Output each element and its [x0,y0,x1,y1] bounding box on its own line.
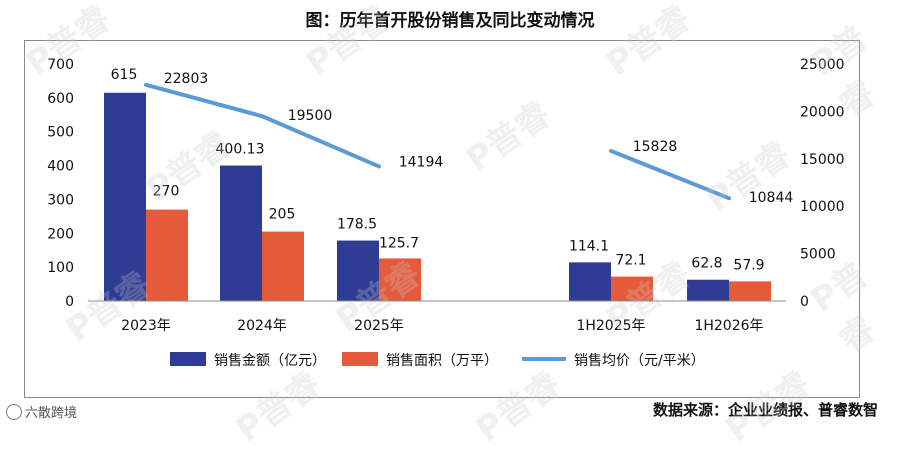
legend-label: 销售金额（亿元） [214,353,326,369]
bar-sales-amount [687,279,729,301]
plot-frame [24,40,860,398]
data-label-sales-area: 270 [153,184,180,200]
y-right-tick-label: 10000 [800,199,845,215]
source-note: 数据来源：企业业绩报、普睿数智 [652,401,878,419]
y-left-tick-label: 600 [47,91,74,107]
bar-sales-area [262,231,304,301]
logo-icon [6,404,22,420]
y-left-tick-label: 300 [47,192,74,208]
data-label-sales-amount: 178.5 [337,217,377,233]
bar-sales-amount [337,240,379,301]
data-label-sales-amount: 400.13 [216,142,265,158]
bar-sales-amount [104,92,146,302]
legend-swatch [170,352,206,366]
y-right-tick-label: 20000 [800,104,845,120]
y-left-tick-label: 200 [47,226,74,242]
bar-sales-area [729,281,771,301]
chart-title: 图：历年首开股份销售及同比变动情况 [305,11,595,31]
bar-sales-area [379,258,421,301]
y-right-tick-label: 15000 [800,152,845,168]
y-left-tick-label: 0 [65,294,74,310]
y-right-tick-label: 0 [800,294,809,310]
data-label-sales-area: 57.9 [733,257,764,273]
chart-svg: 0 100 200 300 400 500 600 700 0 5000 10000 15000 200… [47,57,845,369]
data-label-sales-amount: 62.8 [691,256,722,272]
data-label-average-price: 19500 [288,108,333,124]
corner-logo: 六散跨境 [6,402,77,421]
x-tick-label: 2024年 [237,318,287,334]
data-label-sales-amount: 114.1 [569,238,609,254]
x-tick-label: 1H2025年 [576,318,645,334]
line-average-price [609,148,731,201]
x-tick-label: 1H2026年 [694,318,763,334]
data-label-average-price: 10844 [749,190,794,206]
y-left-tick-label: 100 [47,260,74,276]
y-right-tick-label: 25000 [800,57,845,73]
x-tick-label: 2025年 [354,318,404,334]
legend-label: 销售面积（万平） [386,353,498,369]
bar-sales-amount [220,165,262,301]
data-label-sales-amount: 615 [111,67,138,83]
legend-label: 销售均价（元/平米） [574,353,705,369]
data-label-sales-area: 125.7 [379,235,419,251]
line-average-price [144,82,381,169]
bar-sales-amount [569,262,611,301]
y-left-tick-label: 700 [47,57,74,73]
y-left-tick-label: 500 [47,125,74,141]
data-label-average-price: 14194 [399,154,444,170]
data-label-sales-area: 205 [269,207,296,223]
y-left-tick-label: 400 [47,159,74,175]
corner-logo-text: 六散跨境 [25,406,78,421]
data-label-average-price: 15828 [633,139,678,155]
bar-sales-area [146,209,188,301]
legend-swatch [342,352,378,366]
data-label-average-price: 22803 [164,71,209,87]
bar-sales-area [611,276,653,301]
y-right-tick-label: 5000 [800,247,836,263]
data-label-sales-area: 72.1 [615,253,646,269]
x-tick-label: 2023年 [121,318,171,334]
